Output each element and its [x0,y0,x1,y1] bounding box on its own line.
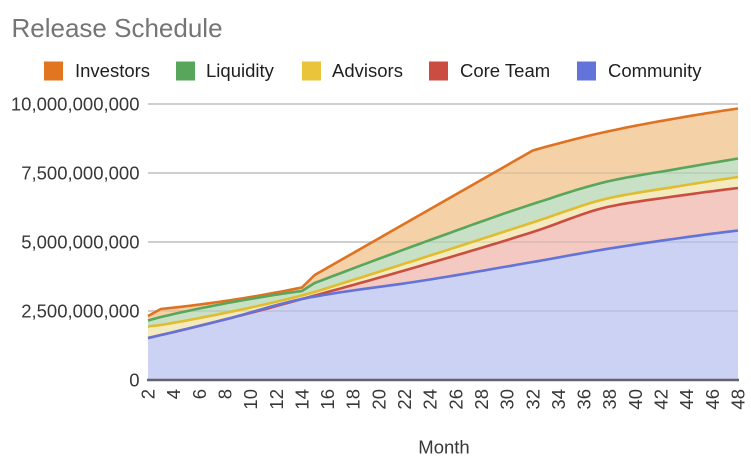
svg-text:Community: Community [608,60,702,81]
svg-text:12: 12 [266,389,287,410]
svg-text:Advisors: Advisors [332,60,403,81]
svg-text:22: 22 [394,389,415,410]
svg-text:7,500,000,000: 7,500,000,000 [21,163,139,184]
svg-text:34: 34 [548,389,569,410]
svg-text:6: 6 [189,389,210,399]
svg-text:Release Schedule: Release Schedule [12,13,223,43]
svg-text:10: 10 [240,389,261,410]
svg-text:24: 24 [420,389,441,410]
svg-text:16: 16 [317,389,338,410]
svg-text:Core Team: Core Team [460,60,550,81]
svg-text:5,000,000,000: 5,000,000,000 [21,232,139,253]
svg-text:2: 2 [138,389,159,399]
svg-text:Investors: Investors [75,60,150,81]
svg-text:Month: Month [418,437,469,458]
svg-text:2,500,000,000: 2,500,000,000 [21,301,139,322]
svg-text:28: 28 [471,389,492,410]
svg-text:42: 42 [651,389,672,410]
svg-text:18: 18 [343,389,364,410]
svg-text:32: 32 [522,389,543,410]
svg-text:48: 48 [728,389,749,410]
svg-text:14: 14 [291,389,312,410]
svg-text:38: 38 [599,389,620,410]
svg-text:10,000,000,000: 10,000,000,000 [11,94,140,115]
svg-text:Liquidity: Liquidity [206,60,275,81]
svg-text:30: 30 [497,389,518,410]
svg-text:44: 44 [676,389,697,410]
svg-text:40: 40 [625,389,646,410]
svg-text:20: 20 [368,389,389,410]
svg-text:0: 0 [129,370,139,391]
svg-text:26: 26 [445,389,466,410]
svg-text:46: 46 [702,389,723,410]
svg-text:4: 4 [163,389,184,399]
svg-text:36: 36 [574,389,595,410]
svg-text:8: 8 [214,389,235,399]
